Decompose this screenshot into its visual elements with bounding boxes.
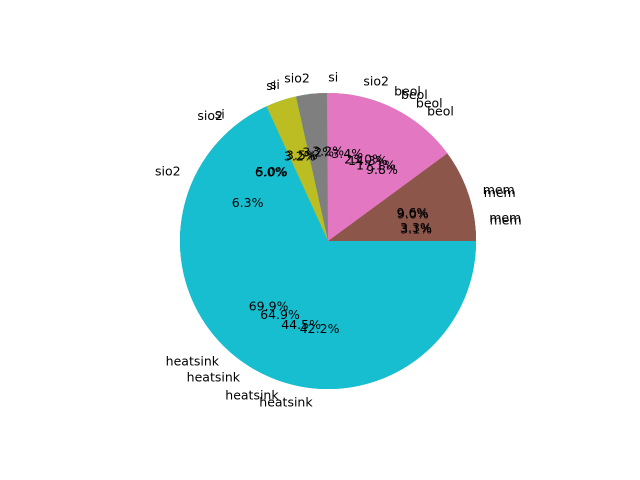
- pie-slice-mem: [328, 153, 476, 241]
- slice-percent-label: 3.2%: [284, 148, 316, 163]
- slice-label-mem: mem: [484, 185, 516, 200]
- slice-label-beol: beol: [394, 84, 421, 99]
- slice-label-heatsink: heatsink: [166, 353, 220, 368]
- pie-slice-beol: [327, 92, 448, 242]
- slice-percent-label: 44.5%: [281, 317, 321, 332]
- slice-percent-label: 3.2%: [312, 144, 344, 159]
- slice-percent-label: 3.3%: [400, 220, 432, 235]
- slice-percent-label: 6.3%: [232, 195, 264, 210]
- pie-labels: mem 3.1% beol 23.0% si 5.0% sio2 6.3% heatsink 42…: [155, 70, 522, 410]
- slice-label-si: si: [266, 78, 276, 93]
- slice-percent-label: 3.2%: [302, 144, 334, 159]
- slice-percent-label: 42.2%: [300, 321, 340, 336]
- slice-label-beol: beol: [416, 95, 443, 110]
- slice-label-sio2: sio2: [197, 108, 223, 123]
- pie-slice-sio2: [296, 93, 328, 241]
- slice-label-heatsink: heatsink: [187, 370, 241, 385]
- slice-percent-label: 3.5%: [286, 148, 318, 163]
- slice-percent-label: 14.3%: [348, 153, 388, 168]
- slice-label-sio2: sio2: [284, 71, 310, 86]
- slice-label-beol: beol: [427, 103, 454, 118]
- slice-label-si: si: [328, 70, 338, 85]
- slice-label-sio2: sio2: [363, 74, 389, 89]
- slice-percent-label: 9.8%: [366, 162, 398, 177]
- slice-label-si: si: [270, 77, 280, 92]
- slice-label-heatsink: heatsink: [225, 388, 279, 403]
- slice-percent-label: 3.1%: [400, 222, 432, 237]
- slice-label-heatsink: heatsink: [259, 395, 313, 410]
- slice-label-si: si: [215, 107, 225, 122]
- slice-percent-label: 5.0%: [256, 164, 288, 179]
- slice-percent-label: 64.9%: [260, 307, 300, 322]
- slice-percent-label: 9.0%: [397, 207, 429, 222]
- slice-label-sio2: sio2: [155, 163, 181, 178]
- slice-percent-label: 17.1%: [356, 158, 396, 173]
- slice-label-beol: beol: [401, 87, 428, 102]
- slice-label-mem: mem: [483, 182, 515, 197]
- slice-label-mem: mem: [489, 210, 521, 225]
- pie-slice-si: [266, 96, 328, 241]
- slice-percent-label: 3.4%: [331, 146, 363, 161]
- slice-percent-label: 9.6%: [397, 205, 429, 220]
- slice-label-mem: mem: [490, 213, 522, 228]
- slice-percent-label: 69.9%: [249, 299, 289, 314]
- pie-slice-heatsink: [180, 106, 477, 389]
- slice-percent-label: 23.0%: [344, 151, 384, 166]
- pie-slices: [180, 92, 477, 390]
- slice-percent-label: 6.0%: [255, 165, 287, 180]
